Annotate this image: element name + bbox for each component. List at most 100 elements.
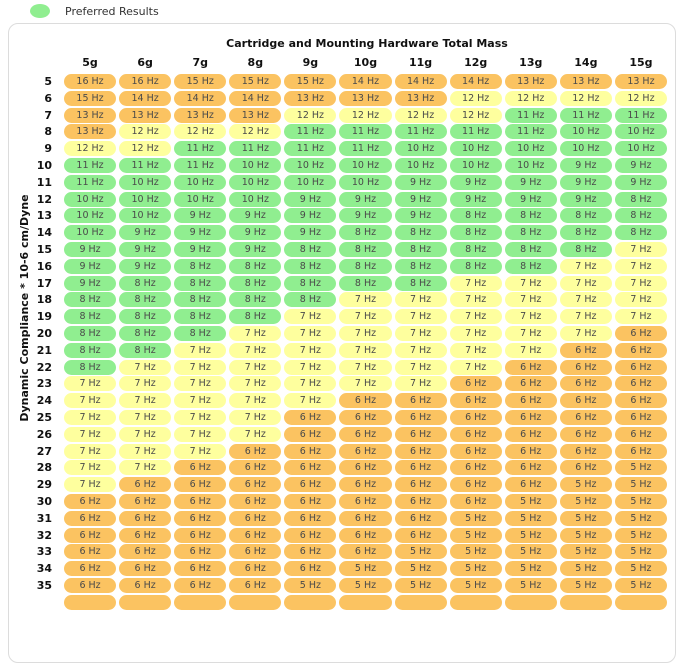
table-row: 35 6 Hz 6 Hz 6 Hz 6 Hz 5 Hz 5 Hz 5 Hz 5 Hz 5 Hz 5 … [9,577,667,593]
frequency-cell: 16 Hz [119,74,172,89]
frequency-cell: 6 Hz [394,443,447,459]
frequency-cell: 9 Hz [339,191,392,207]
frequency-cell: 11 Hz [504,107,557,123]
column-header: 5g [82,56,98,69]
frequency-cell: 7 Hz [449,325,502,341]
table-row: 23 7 Hz 7 Hz 7 Hz 7 Hz 7 Hz 7 Hz 7 Hz 6 Hz 6 Hz 6 … [9,376,667,392]
frequency-cell: 5 Hz [559,510,612,526]
compliance-row-label: 9 [44,142,52,156]
frequency-cell: 9 Hz [64,258,117,274]
frequency-cell: 6 Hz [339,409,392,425]
frequency-cell: 6 Hz [394,527,447,543]
frequency-cell: 6 Hz [339,426,392,442]
column-header: 11g [408,56,433,69]
frequency-cell: 7 Hz [559,325,612,341]
frequency-cell [449,594,502,610]
frequency-cell: 6 Hz [339,393,392,409]
frequency-cell: 7 Hz [504,325,557,341]
frequency-cell: 6 Hz [284,460,337,476]
frequency-cell: 11 Hz [449,124,502,140]
frequency-cell: 5 Hz [339,561,392,577]
frequency-cell: 10 Hz [339,157,392,173]
column-header: 7g [192,56,208,69]
compliance-row-label: 5 [44,75,52,88]
frequency-cell: 11 Hz [394,124,447,140]
frequency-cell: 7 Hz [614,241,667,257]
frequency-cell: 9 Hz [394,208,447,224]
frequency-cell: 9 Hz [449,174,502,190]
frequency-cell: 7 Hz [614,275,667,291]
frequency-cell: 9 Hz [284,191,337,207]
frequency-cell: 6 Hz [174,477,227,493]
table-row: 15 9 Hz 9 Hz 9 Hz 9 Hz 8 Hz 8 Hz 8 Hz 8 Hz 8 Hz 8 … [9,241,667,257]
frequency-cell: 5 Hz [559,577,612,593]
y-axis-label: Dynamic Compliance * 10-6 cm/Dyne [18,194,31,422]
frequency-cell: 5 Hz [559,561,612,577]
frequency-cell: 5 Hz [449,577,502,593]
frequency-cell: 6 Hz [449,493,502,509]
frequency-cell: 11 Hz [119,157,172,173]
frequency-cell: 6 Hz [394,477,447,493]
frequency-cell: 7 Hz [174,443,227,459]
frequency-cell: 5 Hz [504,544,557,560]
frequency-cell: 6 Hz [174,510,227,526]
frequency-cell: 5 Hz [449,544,502,560]
frequency-cell: 7 Hz [229,376,282,392]
frequency-cell: 6 Hz [614,376,667,392]
frequency-cell: 7 Hz [559,275,612,291]
frequency-cell: 5 Hz [449,527,502,543]
frequency-cell: 9 Hz [559,191,612,207]
frequency-cell: 12 Hz [174,124,227,140]
frequency-cell: 7 Hz [394,376,447,392]
frequency-cell: 13 Hz [504,74,557,89]
frequency-cell: 8 Hz [64,325,117,341]
frequency-cell: 7 Hz [339,342,392,358]
frequency-cell: 9 Hz [394,174,447,190]
frequency-cell: 7 Hz [449,309,502,325]
frequency-cell: 9 Hz [339,208,392,224]
compliance-row-label: 27 [36,444,52,458]
table-row: 9 12 Hz 12 Hz 11 Hz 11 Hz 11 Hz 11 Hz 10 Hz 10 H… [9,141,667,157]
frequency-cell: 7 Hz [174,376,227,392]
frequency-cell: 6 Hz [504,443,557,459]
frequency-cell: 7 Hz [174,409,227,425]
column-header: 8g [247,56,264,69]
frequency-cell: 7 Hz [339,309,392,325]
compliance-row-label: 34 [36,562,52,576]
frequency-cell: 8 Hz [394,225,447,241]
frequency-cell: 15 Hz [229,74,282,89]
frequency-cell: 7 Hz [174,359,227,375]
frequency-cell: 10 Hz [284,174,337,190]
frequency-cell: 7 Hz [174,342,227,358]
frequency-cell: 6 Hz [614,443,667,459]
frequency-cell: 7 Hz [504,292,557,308]
frequency-cell: 7 Hz [64,443,117,459]
frequency-cell: 7 Hz [284,342,337,358]
frequency-cell: 10 Hz [64,208,117,224]
frequency-cell: 7 Hz [174,426,227,442]
frequency-cell: 13 Hz [394,90,447,106]
frequency-cell: 7 Hz [119,460,172,476]
frequency-cell: 14 Hz [229,90,282,106]
table-row: 5 16 Hz 16 Hz 15 Hz 15 Hz 15 Hz 14 Hz 14 Hz 14 H… [9,74,667,89]
frequency-cell: 6 Hz [119,577,172,593]
frequency-cell: 6 Hz [504,393,557,409]
frequency-cell: 9 Hz [174,241,227,257]
frequency-cell: 12 Hz [504,90,557,106]
frequency-cell: 12 Hz [229,124,282,140]
frequency-cell: 10 Hz [504,157,557,173]
table-row: 33 6 Hz 6 Hz 6 Hz 6 Hz 6 Hz 6 Hz 5 Hz 5 Hz 5 Hz 5 … [9,544,667,560]
frequency-cell: 5 Hz [449,510,502,526]
frequency-cell: 7 Hz [614,292,667,308]
frequency-cell: 16 Hz [64,74,117,89]
preferred-result-color-swatch-icon [30,4,50,18]
frequency-cell: 6 Hz [394,393,447,409]
table-row: 25 7 Hz 7 Hz 7 Hz 7 Hz 6 Hz 6 Hz 6 Hz 6 Hz 6 Hz 6 … [9,409,667,425]
frequency-cell: 10 Hz [449,141,502,157]
frequency-cell: 6 Hz [64,527,117,543]
frequency-cell: 9 Hz [229,241,282,257]
frequency-cell: 9 Hz [449,191,502,207]
frequency-cell: 6 Hz [119,561,172,577]
frequency-cell: 9 Hz [504,191,557,207]
frequency-cell: 8 Hz [449,225,502,241]
